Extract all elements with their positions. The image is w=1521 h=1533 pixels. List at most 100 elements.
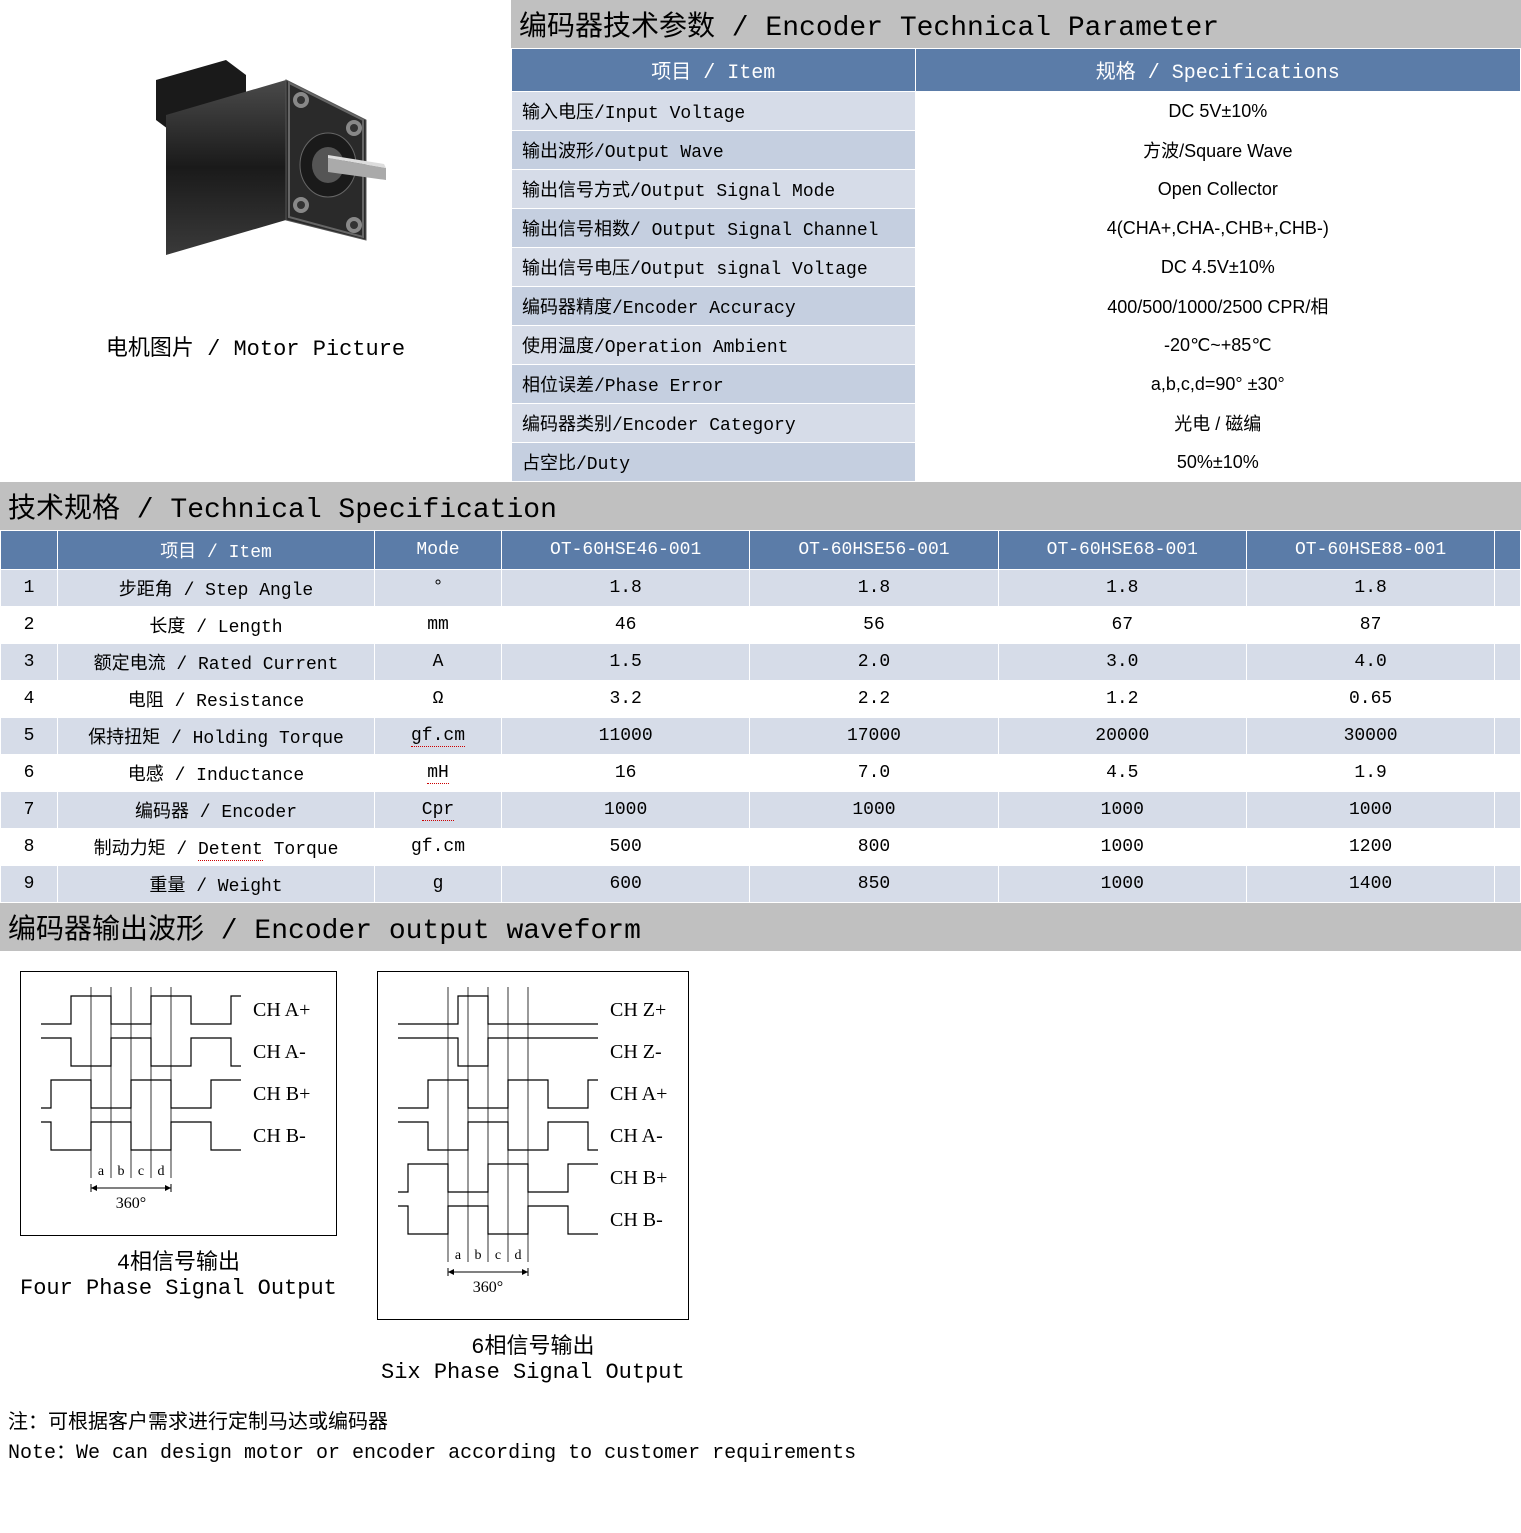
spec-cell: 3.2 — [502, 681, 750, 718]
footnote-en: Note：We can design motor or encoder acco… — [8, 1442, 856, 1465]
svg-text:CH A-: CH A- — [253, 1041, 306, 1063]
spec-th: OT-60HSE68-001 — [998, 531, 1246, 570]
svg-text:CH B-: CH B- — [253, 1125, 306, 1147]
spec-cell: gf.cm — [375, 718, 502, 755]
spec-cell: 3.0 — [998, 644, 1246, 681]
tech-spec-table: 项目 / ItemModeOT-60HSE46-001OT-60HSE56-00… — [0, 530, 1521, 903]
encoder-row-label: 输出信号方式/Output Signal Mode — [512, 170, 916, 209]
encoder-row-label: 输入电压/Input Voltage — [512, 92, 916, 131]
svg-text:CH A+: CH A+ — [253, 999, 310, 1021]
svg-text:CH B+: CH B+ — [610, 1167, 667, 1189]
encoder-row-value: DC 4.5V±10% — [915, 248, 1520, 287]
encoder-th-item: 项目 / Item — [512, 49, 916, 92]
spec-cell: 2.2 — [750, 681, 998, 718]
spec-cell: 800 — [750, 829, 998, 866]
spec-cell: 1400 — [1246, 866, 1494, 903]
svg-text:c: c — [138, 1164, 144, 1179]
spec-cell: 4 — [1, 681, 58, 718]
spec-cell: 电感 / Inductance — [58, 755, 375, 792]
encoder-row-label: 占空比/Duty — [512, 443, 916, 482]
spec-cell — [1495, 792, 1521, 829]
encoder-param-table: 项目 / Item 规格 / Specifications 输入电压/Input… — [511, 48, 1521, 482]
spec-th: 项目 / Item — [58, 531, 375, 570]
spec-cell: 9 — [1, 866, 58, 903]
svg-text:CH Z+: CH Z+ — [610, 999, 666, 1021]
six-phase-caption-cn: 6相信号输出 — [471, 1335, 594, 1360]
spec-cell: 56 — [750, 607, 998, 644]
spec-cell: 87 — [1246, 607, 1494, 644]
svg-text:a: a — [98, 1164, 105, 1179]
footnote-cn: 注：可根据客户需求进行定制马达或编码器 — [8, 1412, 388, 1435]
spec-cell — [1495, 866, 1521, 903]
spec-cell: 1 — [1, 570, 58, 607]
spec-cell — [1495, 718, 1521, 755]
spec-cell: gf.cm — [375, 829, 502, 866]
encoder-th-spec: 规格 / Specifications — [915, 49, 1520, 92]
spec-cell: 1000 — [998, 792, 1246, 829]
encoder-row-label: 输出信号电压/Output signal Voltage — [512, 248, 916, 287]
spec-cell: Ω — [375, 681, 502, 718]
spec-cell: ° — [375, 570, 502, 607]
encoder-row-label: 编码器精度/Encoder Accuracy — [512, 287, 916, 326]
spec-cell: mH — [375, 755, 502, 792]
six-phase-diagram: CH Z+CH Z-CH A+CH A-CH B+CH B-abcd360° — [377, 971, 689, 1320]
svg-text:d: d — [514, 1248, 521, 1263]
spec-cell: 保持扭矩 / Holding Torque — [58, 718, 375, 755]
svg-text:c: c — [495, 1248, 501, 1263]
spec-cell: 3 — [1, 644, 58, 681]
spec-th: OT-60HSE88-001 — [1246, 531, 1494, 570]
waveform-header: 编码器输出波形 / Encoder output waveform — [0, 903, 1521, 951]
spec-cell: 编码器 / Encoder — [58, 792, 375, 829]
spec-cell: 额定电流 / Rated Current — [58, 644, 375, 681]
spec-cell: 11000 — [502, 718, 750, 755]
spec-cell: 5 — [1, 718, 58, 755]
svg-text:360°: 360° — [473, 1279, 503, 1296]
spec-cell: 1000 — [998, 866, 1246, 903]
spec-cell: Cpr — [375, 792, 502, 829]
spec-cell: mm — [375, 607, 502, 644]
spec-cell: 8 — [1, 829, 58, 866]
encoder-row-value: 方波/Square Wave — [915, 131, 1520, 170]
footnote: 注：可根据客户需求进行定制马达或编码器 Note：We can design m… — [0, 1405, 1521, 1473]
spec-cell: 制动力矩 / Detent Torque — [58, 829, 375, 866]
svg-text:360°: 360° — [116, 1195, 146, 1212]
spec-cell: 6 — [1, 755, 58, 792]
spec-cell: 1200 — [1246, 829, 1494, 866]
svg-text:CH Z-: CH Z- — [610, 1041, 662, 1063]
spec-cell: 7 — [1, 792, 58, 829]
encoder-row-label: 编码器类别/Encoder Category — [512, 404, 916, 443]
spec-cell: 7.0 — [750, 755, 998, 792]
encoder-param-panel: 编码器技术参数 / Encoder Technical Parameter 项目… — [511, 0, 1521, 482]
spec-cell — [1495, 681, 1521, 718]
spec-cell: 16 — [502, 755, 750, 792]
encoder-row-label: 使用温度/Operation Ambient — [512, 326, 916, 365]
encoder-row-label: 输出波形/Output Wave — [512, 131, 916, 170]
encoder-row-label: 相位误差/Phase Error — [512, 365, 916, 404]
spec-cell — [1495, 644, 1521, 681]
spec-cell — [1495, 607, 1521, 644]
spec-cell: 步距角 / Step Angle — [58, 570, 375, 607]
spec-cell: 17000 — [750, 718, 998, 755]
waveform-section: CH A+CH A-CH B+CH B-abcd360° 4相信号输出 Four… — [0, 951, 1521, 1405]
six-phase-caption-en: Six Phase Signal Output — [381, 1360, 685, 1385]
spec-th — [1, 531, 58, 570]
spec-th — [1495, 531, 1521, 570]
spec-cell: 1000 — [750, 792, 998, 829]
tech-spec-header: 技术规格 / Technical Specification — [0, 482, 1521, 530]
spec-th: Mode — [375, 531, 502, 570]
encoder-row-label: 输出信号相数/ Output Signal Channel — [512, 209, 916, 248]
encoder-row-value: -20℃~+85℃ — [915, 326, 1520, 365]
spec-cell: 重量 / Weight — [58, 866, 375, 903]
motor-picture-panel: 电机图片 / Motor Picture — [0, 0, 511, 482]
spec-th: OT-60HSE56-001 — [750, 531, 998, 570]
spec-cell: 1.8 — [1246, 570, 1494, 607]
svg-text:CH B-: CH B- — [610, 1209, 663, 1231]
four-phase-caption-en: Four Phase Signal Output — [20, 1276, 337, 1301]
encoder-row-value: Open Collector — [915, 170, 1520, 209]
spec-cell — [1495, 829, 1521, 866]
spec-cell: 2.0 — [750, 644, 998, 681]
svg-text:CH A-: CH A- — [610, 1125, 663, 1147]
spec-cell: g — [375, 866, 502, 903]
svg-text:b: b — [474, 1248, 481, 1263]
spec-th: OT-60HSE46-001 — [502, 531, 750, 570]
